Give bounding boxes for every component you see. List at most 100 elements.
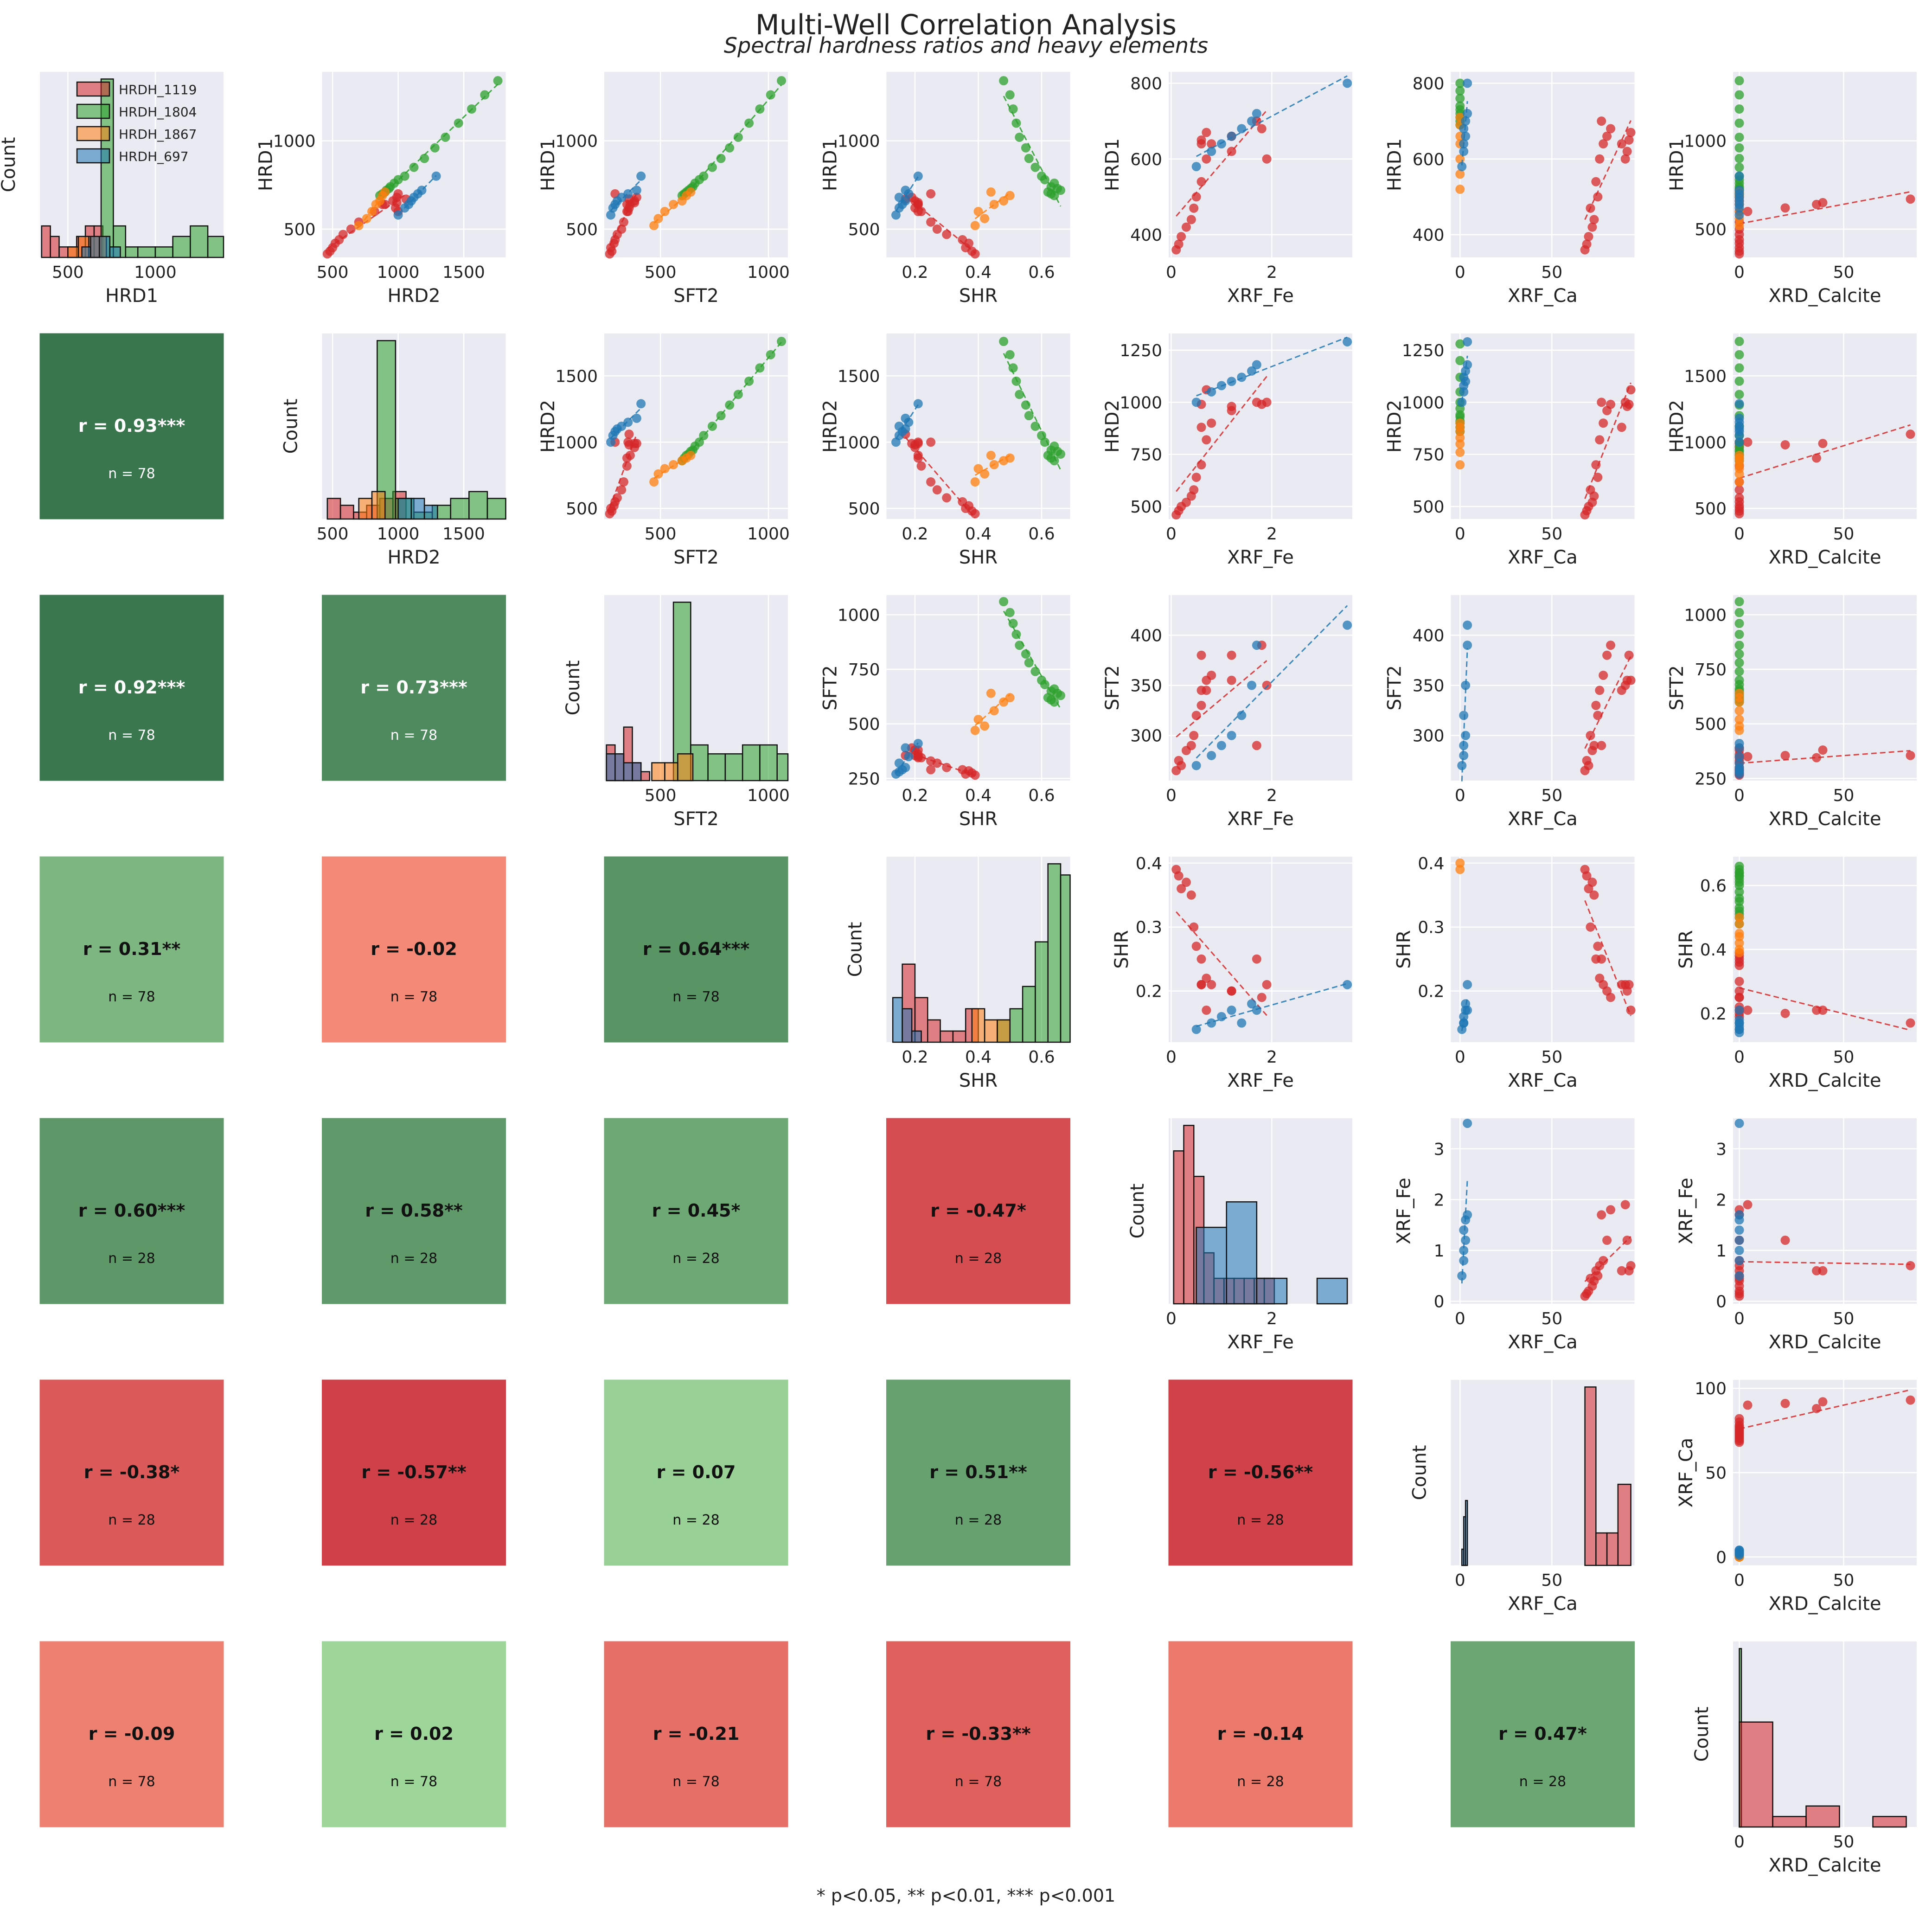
scatter-point xyxy=(980,721,990,731)
correlation-r-label: r = -0.47* xyxy=(930,1200,1026,1221)
x-tick-label: 0 xyxy=(1734,1048,1745,1067)
histogram-bar xyxy=(632,762,642,782)
scatter-point xyxy=(1005,693,1015,703)
scatter-point xyxy=(1780,1398,1790,1408)
scatter-point xyxy=(1597,1210,1606,1220)
scatter-point xyxy=(1617,423,1626,432)
scatter-point xyxy=(1734,629,1744,639)
y-tick-label: 0.3 xyxy=(1136,918,1162,937)
scatter-point xyxy=(362,214,371,224)
x-tick-label: 50 xyxy=(1833,1833,1855,1852)
y-tick-label: 500 xyxy=(1695,715,1727,734)
scatter-point xyxy=(1734,715,1744,724)
scatter-point xyxy=(1457,1271,1467,1281)
scatter-point xyxy=(766,90,775,100)
scatter-point xyxy=(1207,750,1216,760)
scatter-point xyxy=(1455,94,1465,103)
x-axis-label: HRD2 xyxy=(387,285,440,307)
scatter-point xyxy=(622,453,632,463)
x-axis-label: HRD1 xyxy=(105,285,158,307)
histogram-bar xyxy=(892,997,903,1043)
x-tick-label: 0.4 xyxy=(965,525,992,544)
panel-XRD_Calcite-vs-XRF_Fe: r = -0.14 n = 28 xyxy=(1168,1641,1353,1827)
y-tick-label: 1000 xyxy=(273,132,316,151)
y-tick-label: 500 xyxy=(848,220,880,239)
x-tick-label: 2 xyxy=(1267,786,1277,805)
correlation-r-label: r = -0.09 xyxy=(89,1724,175,1744)
scatter-point xyxy=(1008,363,1018,373)
trend-line xyxy=(1461,997,1468,1031)
scatter-point xyxy=(1177,761,1186,770)
trend-line xyxy=(905,436,976,519)
histogram-bar xyxy=(623,762,633,782)
scatter-point xyxy=(1343,620,1352,630)
scatter-point xyxy=(1617,686,1626,695)
scatter-point xyxy=(1606,399,1616,409)
axes-background xyxy=(1733,1118,1917,1304)
correlation-n-label: n = 78 xyxy=(108,727,155,744)
scatter-point xyxy=(1734,1422,1744,1432)
scatter-point xyxy=(926,217,936,227)
x-axis-label: SHR xyxy=(959,808,998,830)
scatter-point xyxy=(1343,78,1352,88)
scatter-point xyxy=(942,763,952,772)
scatter-point xyxy=(1030,162,1040,172)
scatter-point xyxy=(393,189,403,199)
scatter-point xyxy=(1906,750,1915,760)
scatter-point xyxy=(1734,1210,1744,1220)
scatter-point xyxy=(1626,128,1636,137)
scatter-point xyxy=(1734,76,1744,86)
scatter-point xyxy=(1734,493,1744,503)
scatter-point xyxy=(1455,418,1465,428)
histogram-bar xyxy=(724,753,743,782)
panel-SFT2-vs-XRF_Ca: 0 50 XRF_Ca 300 350 400 SFT2 xyxy=(1384,595,1636,830)
scatter-point xyxy=(1606,641,1616,650)
panel-SFT2-vs-XRD_Calcite: 0 50 XRD_Calcite 250 500 750 1000 SFT2 xyxy=(1666,595,1917,830)
histogram-bar xyxy=(58,246,69,258)
scatter-point xyxy=(1734,186,1744,195)
correlation-n-label: n = 78 xyxy=(955,1774,1002,1790)
scatter-point xyxy=(958,235,967,244)
histogram-bar xyxy=(640,771,651,782)
scatter-point xyxy=(913,198,923,207)
scatter-point xyxy=(1589,215,1599,224)
y-tick-label: 0 xyxy=(1716,1293,1727,1312)
scatter-point xyxy=(1734,641,1744,650)
y-axis-label: Count xyxy=(845,922,866,977)
x-axis-label: SFT2 xyxy=(673,808,719,830)
scatter-point xyxy=(1227,1006,1236,1015)
scatter-point xyxy=(1455,448,1465,457)
scatter-point xyxy=(1734,597,1744,607)
scatter-point xyxy=(1734,1545,1744,1555)
y-tick-label: 500 xyxy=(848,715,880,734)
y-tick-label: 300 xyxy=(1413,727,1445,746)
correlation-n-label: n = 28 xyxy=(955,1512,1002,1528)
scatter-point xyxy=(1780,750,1790,760)
scatter-point xyxy=(1597,954,1606,964)
y-tick-label: 800 xyxy=(1130,74,1162,93)
x-tick-label: 0.6 xyxy=(1028,525,1055,544)
x-tick-label: 2 xyxy=(1267,525,1277,544)
panel-HRD1-vs-XRF_Fe: 0 2 XRF_Fe 400 600 800 HRD1 xyxy=(1102,72,1352,307)
y-tick-label: 750 xyxy=(1130,446,1162,465)
histogram-bar xyxy=(423,505,438,520)
y-tick-label: 1500 xyxy=(1684,367,1727,386)
x-axis-label: XRF_Fe xyxy=(1227,1070,1294,1091)
scatter-point xyxy=(1734,1236,1744,1245)
y-tick-label: 1000 xyxy=(1684,606,1727,625)
trend-line xyxy=(1739,1261,1911,1265)
histogram-bar xyxy=(1009,1008,1024,1043)
scatter-point xyxy=(1189,485,1199,495)
correlation-n-label: n = 28 xyxy=(390,1250,437,1267)
x-tick-label: 0.6 xyxy=(1028,263,1055,282)
scatter-point xyxy=(1174,239,1184,249)
scatter-point xyxy=(1207,139,1216,149)
scatter-point xyxy=(1734,945,1744,954)
trend-line xyxy=(609,193,638,246)
scatter-point xyxy=(1734,90,1744,100)
x-axis-label: XRF_Ca xyxy=(1508,1593,1578,1615)
scatter-point xyxy=(1743,206,1753,216)
x-tick-label: 1000 xyxy=(134,263,177,282)
